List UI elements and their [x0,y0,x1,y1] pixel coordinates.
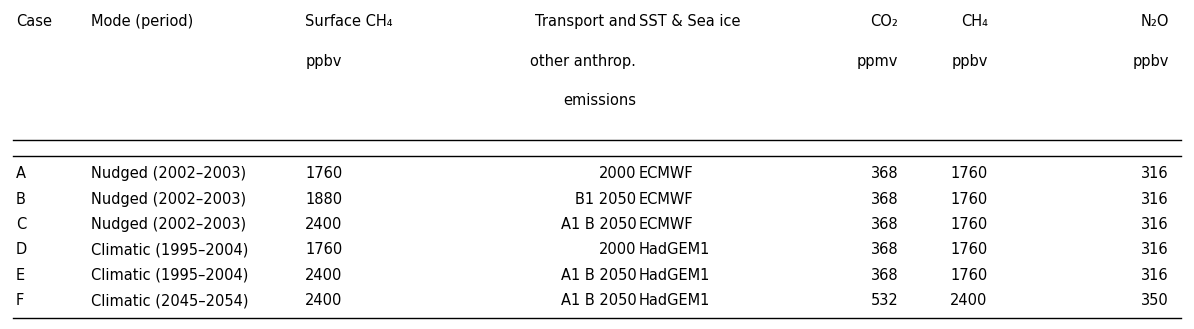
Text: 2400: 2400 [306,217,343,232]
Text: D: D [16,242,27,258]
Text: 1760: 1760 [950,191,987,207]
Text: 368: 368 [870,268,898,283]
Text: F: F [16,293,24,308]
Text: 1880: 1880 [306,191,343,207]
Text: Nudged (2002–2003): Nudged (2002–2003) [91,166,246,181]
Text: 2400: 2400 [950,293,987,308]
Text: 368: 368 [870,242,898,258]
Text: ppbv: ppbv [952,54,987,68]
Text: HadGEM1: HadGEM1 [639,268,710,283]
Text: Climatic (1995–2004): Climatic (1995–2004) [91,268,248,283]
Text: CO₂: CO₂ [870,14,898,29]
Text: 2400: 2400 [306,268,343,283]
Text: 316: 316 [1141,242,1169,258]
Text: HadGEM1: HadGEM1 [639,242,710,258]
Text: ppbv: ppbv [1132,54,1169,68]
Text: Transport and: Transport and [535,14,636,29]
Text: Climatic (2045–2054): Climatic (2045–2054) [91,293,248,308]
Text: 2000: 2000 [599,242,636,258]
Text: 316: 316 [1141,217,1169,232]
Text: ECMWF: ECMWF [639,191,694,207]
Text: 1760: 1760 [306,166,343,181]
Text: 316: 316 [1141,191,1169,207]
Text: ECMWF: ECMWF [639,166,694,181]
Text: A: A [16,166,26,181]
Text: 316: 316 [1141,268,1169,283]
Text: Surface CH₄: Surface CH₄ [306,14,393,29]
Text: Nudged (2002–2003): Nudged (2002–2003) [91,191,246,207]
Text: emissions: emissions [564,93,636,108]
Text: 350: 350 [1141,293,1169,308]
Text: C: C [16,217,26,232]
Text: A1 B 2050: A1 B 2050 [560,293,636,308]
Text: other anthrop.: other anthrop. [530,54,636,68]
Text: 532: 532 [870,293,898,308]
Text: A1 B 2050: A1 B 2050 [560,268,636,283]
Text: 316: 316 [1141,166,1169,181]
Text: 368: 368 [870,217,898,232]
Text: ECMWF: ECMWF [639,217,694,232]
Text: SST & Sea ice: SST & Sea ice [639,14,740,29]
Text: 2000: 2000 [599,166,636,181]
Text: 368: 368 [870,191,898,207]
Text: 1760: 1760 [950,268,987,283]
Text: ppbv: ppbv [306,54,341,68]
Text: CH₄: CH₄ [961,14,987,29]
Text: 1760: 1760 [950,166,987,181]
Text: HadGEM1: HadGEM1 [639,293,710,308]
Text: E: E [16,268,25,283]
Text: Climatic (1995–2004): Climatic (1995–2004) [91,242,248,258]
Text: B1 2050: B1 2050 [576,191,636,207]
Text: N₂O: N₂O [1140,14,1169,29]
Text: 1760: 1760 [306,242,343,258]
Text: 368: 368 [870,166,898,181]
Text: Case: Case [16,14,51,29]
Text: 1760: 1760 [950,217,987,232]
Text: ppmv: ppmv [857,54,898,68]
Text: Mode (period): Mode (period) [91,14,193,29]
Text: Nudged (2002–2003): Nudged (2002–2003) [91,217,246,232]
Text: B: B [16,191,25,207]
Text: 1760: 1760 [950,242,987,258]
Text: 2400: 2400 [306,293,343,308]
Text: A1 B 2050: A1 B 2050 [560,217,636,232]
